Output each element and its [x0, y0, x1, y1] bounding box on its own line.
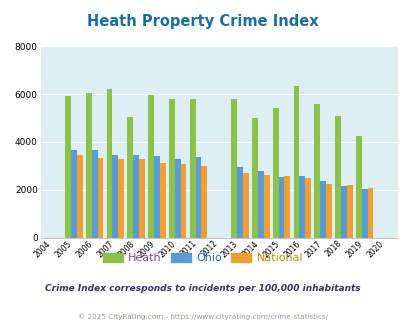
Bar	[153, 156, 160, 238]
Bar	[71, 150, 77, 238]
Text: Heath Property Crime Index: Heath Property Crime Index	[87, 14, 318, 29]
Legend: Heath, Ohio, National: Heath, Ohio, National	[98, 248, 307, 268]
Bar	[107, 89, 112, 238]
Bar	[77, 155, 82, 238]
Bar	[298, 176, 305, 238]
Bar	[263, 175, 269, 238]
Bar	[252, 118, 257, 238]
Bar	[201, 166, 207, 238]
Bar	[340, 186, 346, 238]
Bar	[195, 157, 201, 238]
Bar	[189, 99, 195, 238]
Bar	[231, 99, 237, 238]
Bar	[127, 117, 133, 238]
Bar	[92, 150, 97, 238]
Bar	[320, 181, 325, 238]
Bar	[242, 173, 248, 238]
Bar	[278, 177, 284, 238]
Bar	[257, 171, 263, 238]
Bar	[118, 159, 124, 238]
Bar	[346, 185, 352, 238]
Bar	[86, 93, 92, 238]
Bar	[168, 99, 175, 238]
Bar	[237, 167, 242, 238]
Bar	[97, 158, 103, 238]
Text: © 2025 CityRating.com - https://www.cityrating.com/crime-statistics/: © 2025 CityRating.com - https://www.city…	[78, 314, 327, 320]
Bar	[367, 188, 373, 238]
Bar	[148, 95, 153, 238]
Text: Crime Index corresponds to incidents per 100,000 inhabitants: Crime Index corresponds to incidents per…	[45, 284, 360, 293]
Bar	[160, 163, 165, 238]
Bar	[313, 104, 320, 238]
Bar	[180, 164, 186, 238]
Bar	[272, 108, 278, 238]
Bar	[133, 155, 139, 238]
Bar	[65, 96, 71, 238]
Bar	[355, 136, 361, 238]
Bar	[361, 188, 367, 238]
Bar	[175, 159, 180, 238]
Bar	[325, 184, 331, 238]
Bar	[334, 115, 340, 238]
Bar	[112, 155, 118, 238]
Bar	[293, 86, 298, 238]
Bar	[305, 178, 310, 238]
Bar	[284, 176, 290, 238]
Bar	[139, 159, 145, 238]
